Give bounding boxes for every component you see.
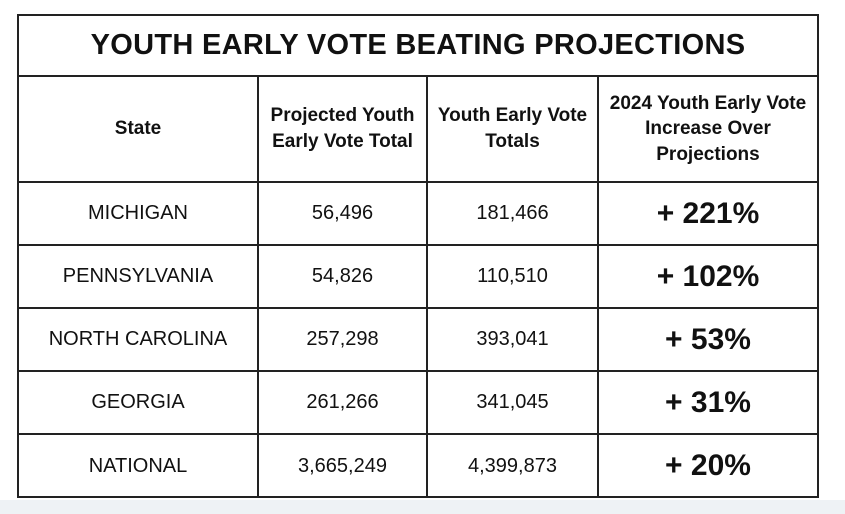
header-increase: 2024 Youth Early Vote Increase Over Proj… xyxy=(598,77,817,183)
cell-increase: + 221% xyxy=(598,182,817,246)
cell-state: PENNSYLVANIA xyxy=(19,245,259,309)
cell-actual: 393,041 xyxy=(427,308,599,372)
table-row: GEORGIA 261,266 341,045 + 31% xyxy=(19,371,817,435)
header-row: State Projected Youth Early Vote Total Y… xyxy=(19,77,817,183)
cell-increase: + 102% xyxy=(598,245,817,309)
cell-state: GEORGIA xyxy=(19,371,259,435)
cell-actual: 4,399,873 xyxy=(427,434,599,497)
data-table: State Projected Youth Early Vote Total Y… xyxy=(19,77,817,497)
table-row: MICHIGAN 56,496 181,466 + 221% xyxy=(19,182,817,246)
header-projected: Projected Youth Early Vote Total xyxy=(258,77,428,183)
table-row: NORTH CAROLINA 257,298 393,041 + 53% xyxy=(19,308,817,372)
cell-actual: 181,466 xyxy=(427,182,599,246)
header-state: State xyxy=(19,77,259,183)
cell-increase: + 20% xyxy=(665,449,751,482)
cell-actual: 341,045 xyxy=(427,371,599,435)
table-row: NATIONAL 3,665,249 4,399,873 + 20% xyxy=(19,434,817,497)
cell-state: NORTH CAROLINA xyxy=(19,308,259,372)
bottom-strip xyxy=(0,500,845,514)
table-frame: YOUTH EARLY VOTE BEATING PROJECTIONS Sta… xyxy=(17,14,819,498)
cell-projected: 54,826 xyxy=(258,245,428,309)
cell-state: NATIONAL xyxy=(19,434,259,497)
cell-projected: 261,266 xyxy=(258,371,428,435)
table-title: YOUTH EARLY VOTE BEATING PROJECTIONS xyxy=(19,16,817,77)
cell-projected: 3,665,249 xyxy=(258,434,428,497)
table-row: PENNSYLVANIA 54,826 110,510 + 102% xyxy=(19,245,817,309)
cell-increase: + 31% xyxy=(598,371,817,435)
header-actual: Youth Early Vote Totals xyxy=(427,77,599,183)
cell-state: MICHIGAN xyxy=(19,182,259,246)
cell-actual: 110,510 xyxy=(427,245,599,309)
cell-projected: 257,298 xyxy=(258,308,428,372)
cell-increase: + 53% xyxy=(598,308,817,372)
cell-projected: 56,496 xyxy=(258,182,428,246)
